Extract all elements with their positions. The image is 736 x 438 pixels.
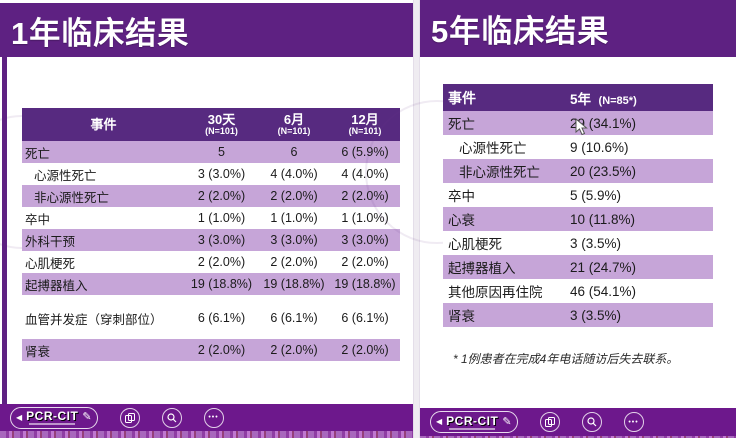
- table-row: 心源性死亡 3 (3.0%) 4 (4.0%) 4 (4.0%): [22, 163, 400, 185]
- title-bar-1yr: 1年临床结果: [0, 3, 413, 57]
- table-row: 心源性死亡 9 (10.6%): [443, 135, 713, 159]
- column-header-event: 事件: [448, 89, 476, 106]
- back-icon[interactable]: ◀: [436, 417, 443, 426]
- slide-5yr: 5年临床结果 事件 5年 (N=85*) 死亡 29 (34.1%) 心源性死亡…: [365, 0, 736, 438]
- table-row: 起搏器植入 19 (18.8%) 19 (18.8%) 19 (18.8%): [22, 273, 400, 295]
- footer-texture-strip: [420, 436, 736, 438]
- column-header-12m: 12月 (N=101): [348, 111, 382, 136]
- table-row: 非心源性死亡 20 (23.5%): [443, 159, 713, 183]
- page-title-1yr: 1年临床结果: [11, 15, 190, 51]
- table-row: 外科干预 3 (3.0%) 3 (3.0%) 3 (3.0%): [22, 229, 400, 251]
- copy-icon[interactable]: [539, 412, 560, 432]
- pencil-icon[interactable]: ✎: [82, 411, 92, 423]
- table-row: 起搏器植入 21 (24.7%): [443, 255, 713, 279]
- column-header-5yr: 5年 (N=85*): [570, 91, 637, 107]
- table-header-row: 事件 5年 (N=85*): [443, 84, 713, 111]
- table-row: 心肌梗死 3 (3.5%): [443, 231, 713, 255]
- table-header-row: 事件 30天 (N=101) 6月 (N=101) 12月 (N=101): [22, 108, 400, 141]
- table-row: 心衰 10 (11.8%): [443, 207, 713, 231]
- table-row: 肾衰 3 (3.5%): [443, 303, 713, 327]
- search-icon[interactable]: [581, 412, 602, 432]
- title-bar-5yr: 5年临床结果: [420, 0, 736, 57]
- search-icon[interactable]: [161, 407, 182, 428]
- slide-footer-bar: ◀ PCR-CIT ✎ •••: [0, 404, 413, 431]
- logo-tagline: [449, 427, 496, 430]
- clinical-table-5yr: 事件 5年 (N=85*) 死亡 29 (34.1%) 心源性死亡 9 (10.…: [443, 84, 713, 327]
- slide-footer-bar: ◀ PCR-CIT ✎ •••: [420, 408, 736, 436]
- more-icon[interactable]: •••: [203, 407, 224, 428]
- pcr-cit-logo: ◀ PCR-CIT ✎: [430, 411, 518, 433]
- clinical-table-1yr: 事件 30天 (N=101) 6月 (N=101) 12月 (N=101) 死亡…: [22, 108, 400, 361]
- column-header-6m: 6月 (N=101): [277, 111, 311, 136]
- footnote: * 1例患者在完成4年电话随访后失去联系。: [453, 352, 679, 366]
- slide-edge-strip: [2, 57, 7, 405]
- column-header-event: 事件: [90, 116, 117, 132]
- table-row: 其他原因再住院 46 (54.1%): [443, 279, 713, 303]
- table-row: 非心源性死亡 2 (2.0%) 2 (2.0%) 2 (2.0%): [22, 185, 400, 207]
- footer-texture-strip: [0, 431, 413, 438]
- mouse-cursor: [575, 117, 589, 141]
- slide-1yr: 1年临床结果 事件 30天 (N=101) 6月 (N=101) 12月 (N=…: [0, 0, 413, 438]
- logo-tagline: [29, 423, 76, 425]
- logo-text: PCR-CIT: [26, 409, 79, 423]
- table-row: 心肌梗死 2 (2.0%) 2 (2.0%) 2 (2.0%): [22, 251, 400, 273]
- back-icon[interactable]: ◀: [16, 412, 23, 422]
- page-title-5yr: 5年临床结果: [431, 14, 610, 49]
- copy-icon[interactable]: [119, 407, 140, 428]
- column-header-30d: 30天 (N=101): [205, 111, 238, 136]
- table-row: 血管并发症（穿刺部位） 6 (6.1%) 6 (6.1%) 6 (6.1%): [22, 303, 400, 333]
- table-row: 死亡 5 6 6 (5.9%): [22, 141, 400, 163]
- table-row: 卒中 1 (1.0%) 1 (1.0%) 1 (1.0%): [22, 207, 400, 229]
- table-row: 卒中 5 (5.9%): [443, 183, 713, 207]
- pcr-cit-logo: ◀ PCR-CIT ✎: [10, 406, 98, 429]
- more-icon[interactable]: •••: [623, 412, 644, 432]
- table-row: 肾衰 2 (2.0%) 2 (2.0%) 2 (2.0%): [22, 339, 400, 361]
- pencil-icon[interactable]: ✎: [502, 415, 512, 428]
- logo-text: PCR-CIT: [446, 413, 499, 428]
